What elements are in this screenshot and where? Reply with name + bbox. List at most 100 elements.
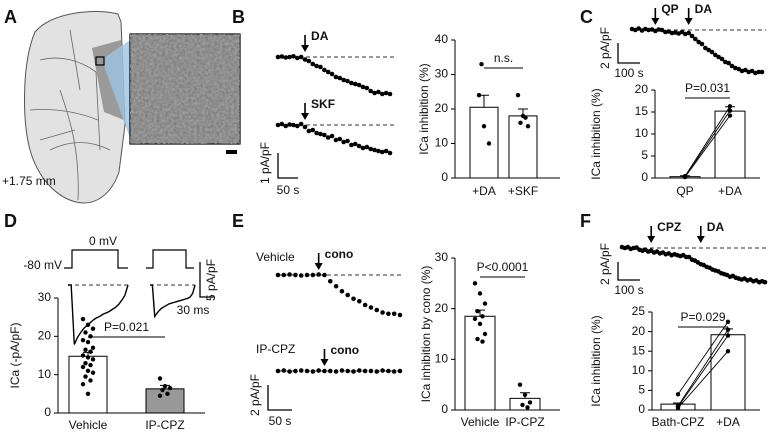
trace-point bbox=[333, 283, 339, 289]
x-tick-label: +DA bbox=[716, 415, 740, 429]
y-tick-label: 20 bbox=[435, 101, 449, 115]
trace-point bbox=[291, 53, 296, 59]
y-axis-label: ICa inhibition (%) bbox=[589, 315, 603, 406]
arrow-head bbox=[301, 113, 310, 120]
arrow-head bbox=[696, 236, 705, 243]
bar bbox=[145, 388, 185, 414]
trace-point bbox=[356, 143, 362, 149]
scale-bar bbox=[617, 262, 640, 281]
trace-point bbox=[345, 78, 350, 84]
trace-point bbox=[281, 272, 287, 278]
trace-point bbox=[291, 122, 296, 128]
y-tick-label: 20 bbox=[635, 82, 649, 96]
data-point bbox=[480, 314, 485, 319]
trace-point bbox=[706, 47, 711, 53]
data-point bbox=[525, 405, 530, 410]
trace-point bbox=[298, 368, 304, 373]
scale-y-label: 2 pA/pF bbox=[598, 243, 612, 285]
y-tick-label: 0 bbox=[441, 402, 448, 416]
significance-label: P=0.021 bbox=[104, 320, 149, 334]
data-point bbox=[83, 347, 88, 352]
data-point bbox=[479, 61, 484, 67]
x-tick-label: IP-CPZ bbox=[505, 415, 544, 429]
arrow-label: DA bbox=[695, 2, 713, 16]
y-tick-label: 0 bbox=[44, 405, 51, 419]
trace-point bbox=[325, 135, 331, 140]
data-point bbox=[80, 353, 86, 358]
trace-point bbox=[743, 67, 748, 73]
data-point bbox=[481, 124, 487, 129]
y-tick-label: 30 bbox=[38, 290, 52, 304]
data-point bbox=[527, 400, 533, 405]
trace-point bbox=[310, 61, 316, 67]
arrow-label: SKF bbox=[311, 97, 335, 111]
data-point bbox=[90, 326, 96, 331]
trace-point bbox=[322, 272, 327, 278]
data-point bbox=[486, 141, 492, 146]
x-tick-label: Vehicle bbox=[461, 415, 500, 429]
x-tick-label: IP-CPZ bbox=[145, 418, 184, 432]
trace-point bbox=[306, 58, 312, 64]
trace-point bbox=[383, 148, 389, 154]
data-point bbox=[727, 113, 733, 118]
scale-x-label: 100 s bbox=[614, 66, 643, 80]
trace-point bbox=[357, 368, 362, 373]
scale-bar bbox=[277, 153, 298, 179]
data-point bbox=[83, 330, 88, 335]
data-point bbox=[727, 108, 733, 113]
data-point bbox=[90, 370, 96, 375]
scale-x-label: 50 s bbox=[269, 414, 292, 428]
trace-point bbox=[719, 56, 725, 62]
trace-point bbox=[275, 54, 281, 60]
trace-point bbox=[362, 368, 368, 374]
panel-label: E bbox=[232, 211, 244, 231]
x-tick-label: +SKF bbox=[508, 184, 538, 198]
data-point bbox=[482, 331, 488, 337]
y-tick-label: 15 bbox=[632, 343, 646, 357]
error-bar bbox=[479, 94, 489, 108]
trace-point bbox=[349, 80, 354, 86]
trace-point bbox=[314, 63, 319, 69]
data-point bbox=[482, 301, 488, 306]
y-tick-label: 40 bbox=[435, 32, 449, 46]
trace-point bbox=[298, 273, 304, 278]
arrow-head bbox=[651, 18, 660, 25]
trace-point bbox=[679, 29, 685, 35]
significance-label: P<0.0001 bbox=[477, 260, 529, 274]
trace-point bbox=[337, 75, 343, 81]
trace-label: Vehicle bbox=[256, 250, 295, 264]
y-tick-label: 10 bbox=[38, 367, 52, 381]
trace-point bbox=[397, 368, 403, 374]
y-tick-label: 15 bbox=[635, 104, 649, 118]
section-coordinate: +1.75 mm bbox=[2, 174, 56, 188]
trace-point bbox=[345, 138, 350, 144]
data-point bbox=[472, 316, 478, 321]
trace-point bbox=[380, 310, 385, 315]
trace-point bbox=[386, 311, 391, 317]
panel-label: D bbox=[4, 211, 17, 231]
data-point bbox=[80, 364, 86, 370]
arrow-head bbox=[314, 263, 323, 270]
bar bbox=[710, 334, 746, 411]
data-point bbox=[725, 319, 731, 324]
y-tick-label: 5 bbox=[641, 148, 648, 162]
trace-point bbox=[349, 142, 354, 148]
trace-point bbox=[383, 90, 389, 96]
data-point bbox=[85, 355, 91, 360]
bar bbox=[509, 397, 541, 411]
y-axis-label: ICa inhibition by cono (%) bbox=[419, 266, 433, 403]
trace-point bbox=[379, 91, 385, 97]
panel-label: A bbox=[4, 7, 17, 27]
trace-point bbox=[279, 121, 285, 127]
paired-line bbox=[684, 110, 731, 177]
trace-point bbox=[287, 272, 292, 277]
data-point bbox=[88, 378, 93, 383]
trace-point bbox=[374, 307, 380, 313]
trace-point bbox=[287, 122, 292, 127]
arrow-head bbox=[647, 236, 656, 243]
data-point bbox=[523, 115, 528, 120]
data-point bbox=[83, 374, 88, 379]
data-point bbox=[157, 376, 163, 381]
trace-point bbox=[693, 36, 698, 42]
